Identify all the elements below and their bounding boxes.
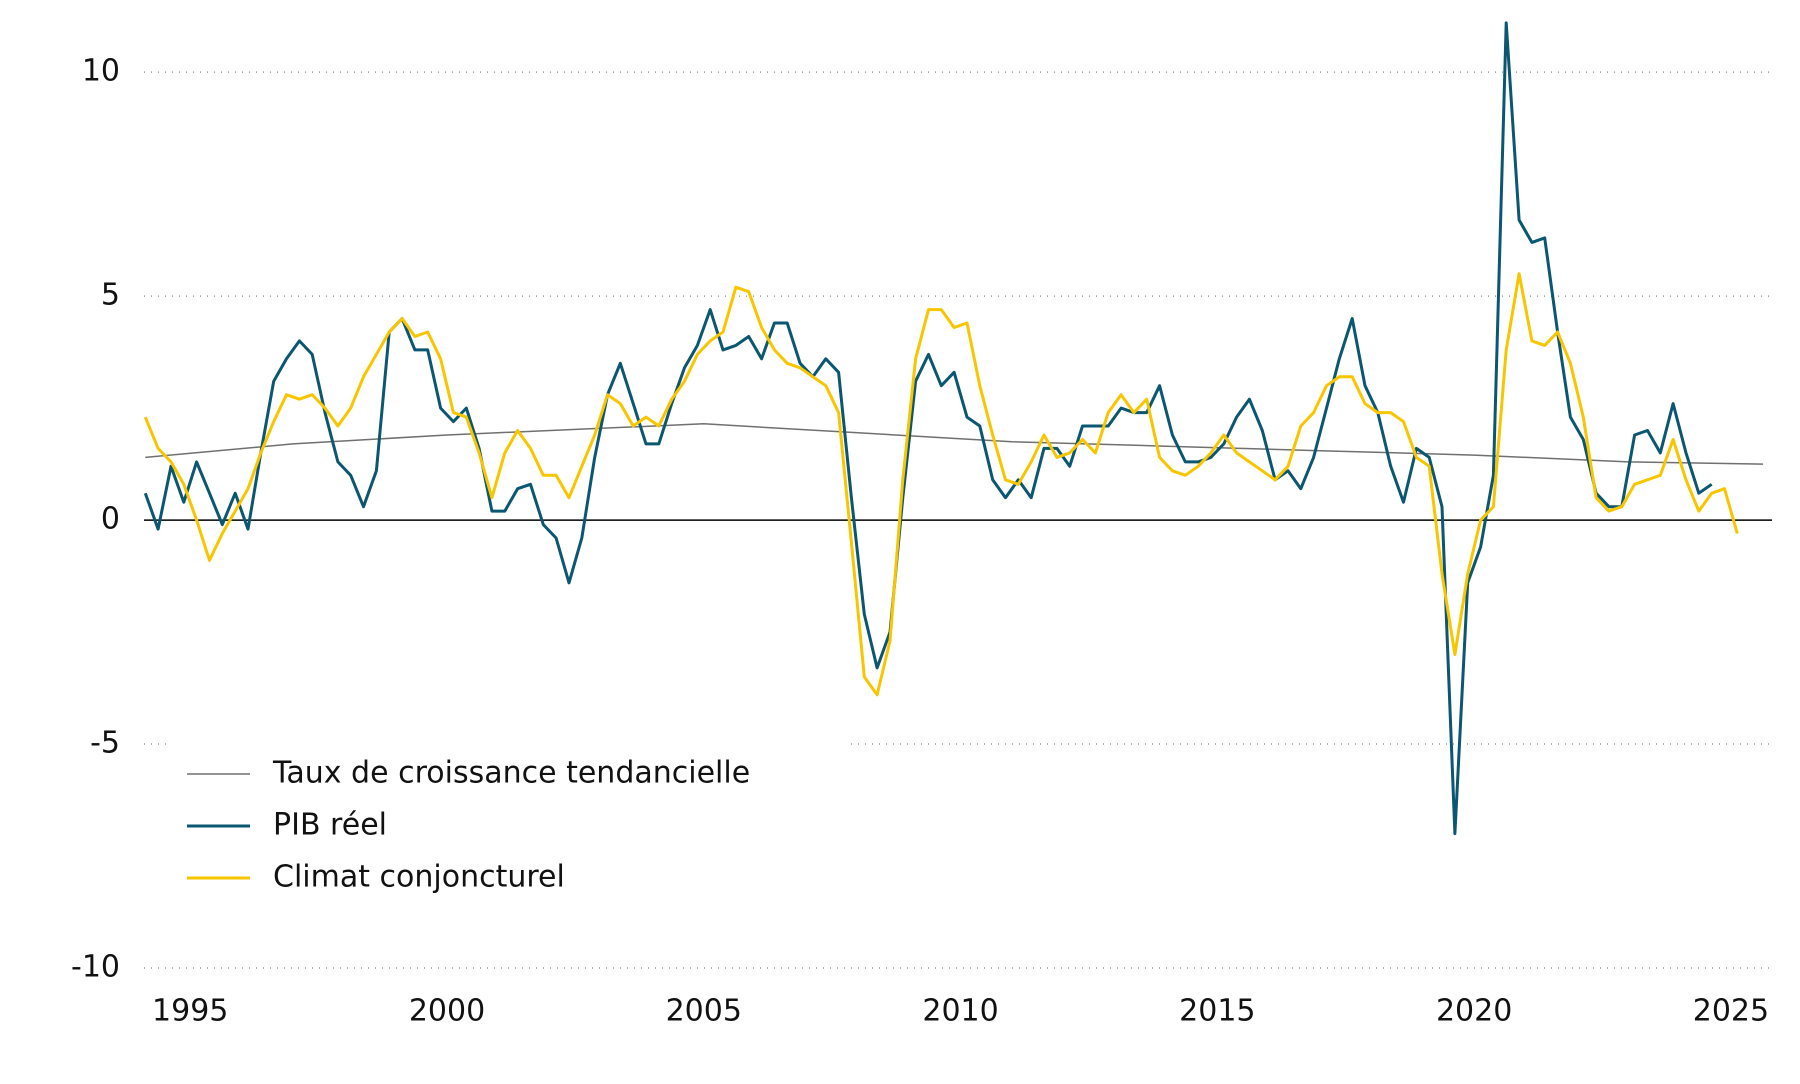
y-tick-label: -5	[90, 726, 120, 761]
legend-label: Climat conjoncturel	[273, 860, 565, 895]
x-tick-label: 2020	[1436, 994, 1512, 1029]
x-tick-label: 2025	[1693, 994, 1769, 1029]
x-tick-label: 2015	[1179, 994, 1255, 1029]
y-tick-label: 10	[82, 54, 120, 89]
series-line	[143, 272, 1739, 697]
series-line	[145, 423, 1764, 465]
legend-label: Taux de croissance tendancielle	[272, 756, 750, 791]
legend-label: PIB réel	[273, 808, 387, 843]
x-tick-label: 1995	[152, 994, 228, 1029]
legend-background	[170, 740, 850, 900]
x-tick-label: 2000	[409, 994, 485, 1029]
y-tick-label: -10	[71, 950, 120, 985]
x-tick-label: 2010	[922, 994, 998, 1029]
y-tick-label: 5	[101, 278, 120, 313]
x-tick-label: 2005	[666, 994, 742, 1029]
y-tick-label: 0	[101, 502, 120, 537]
series-line	[143, 21, 1713, 836]
